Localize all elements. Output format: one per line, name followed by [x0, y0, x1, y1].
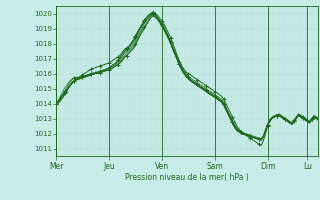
X-axis label: Pression niveau de la mer( hPa ): Pression niveau de la mer( hPa )	[125, 173, 249, 182]
